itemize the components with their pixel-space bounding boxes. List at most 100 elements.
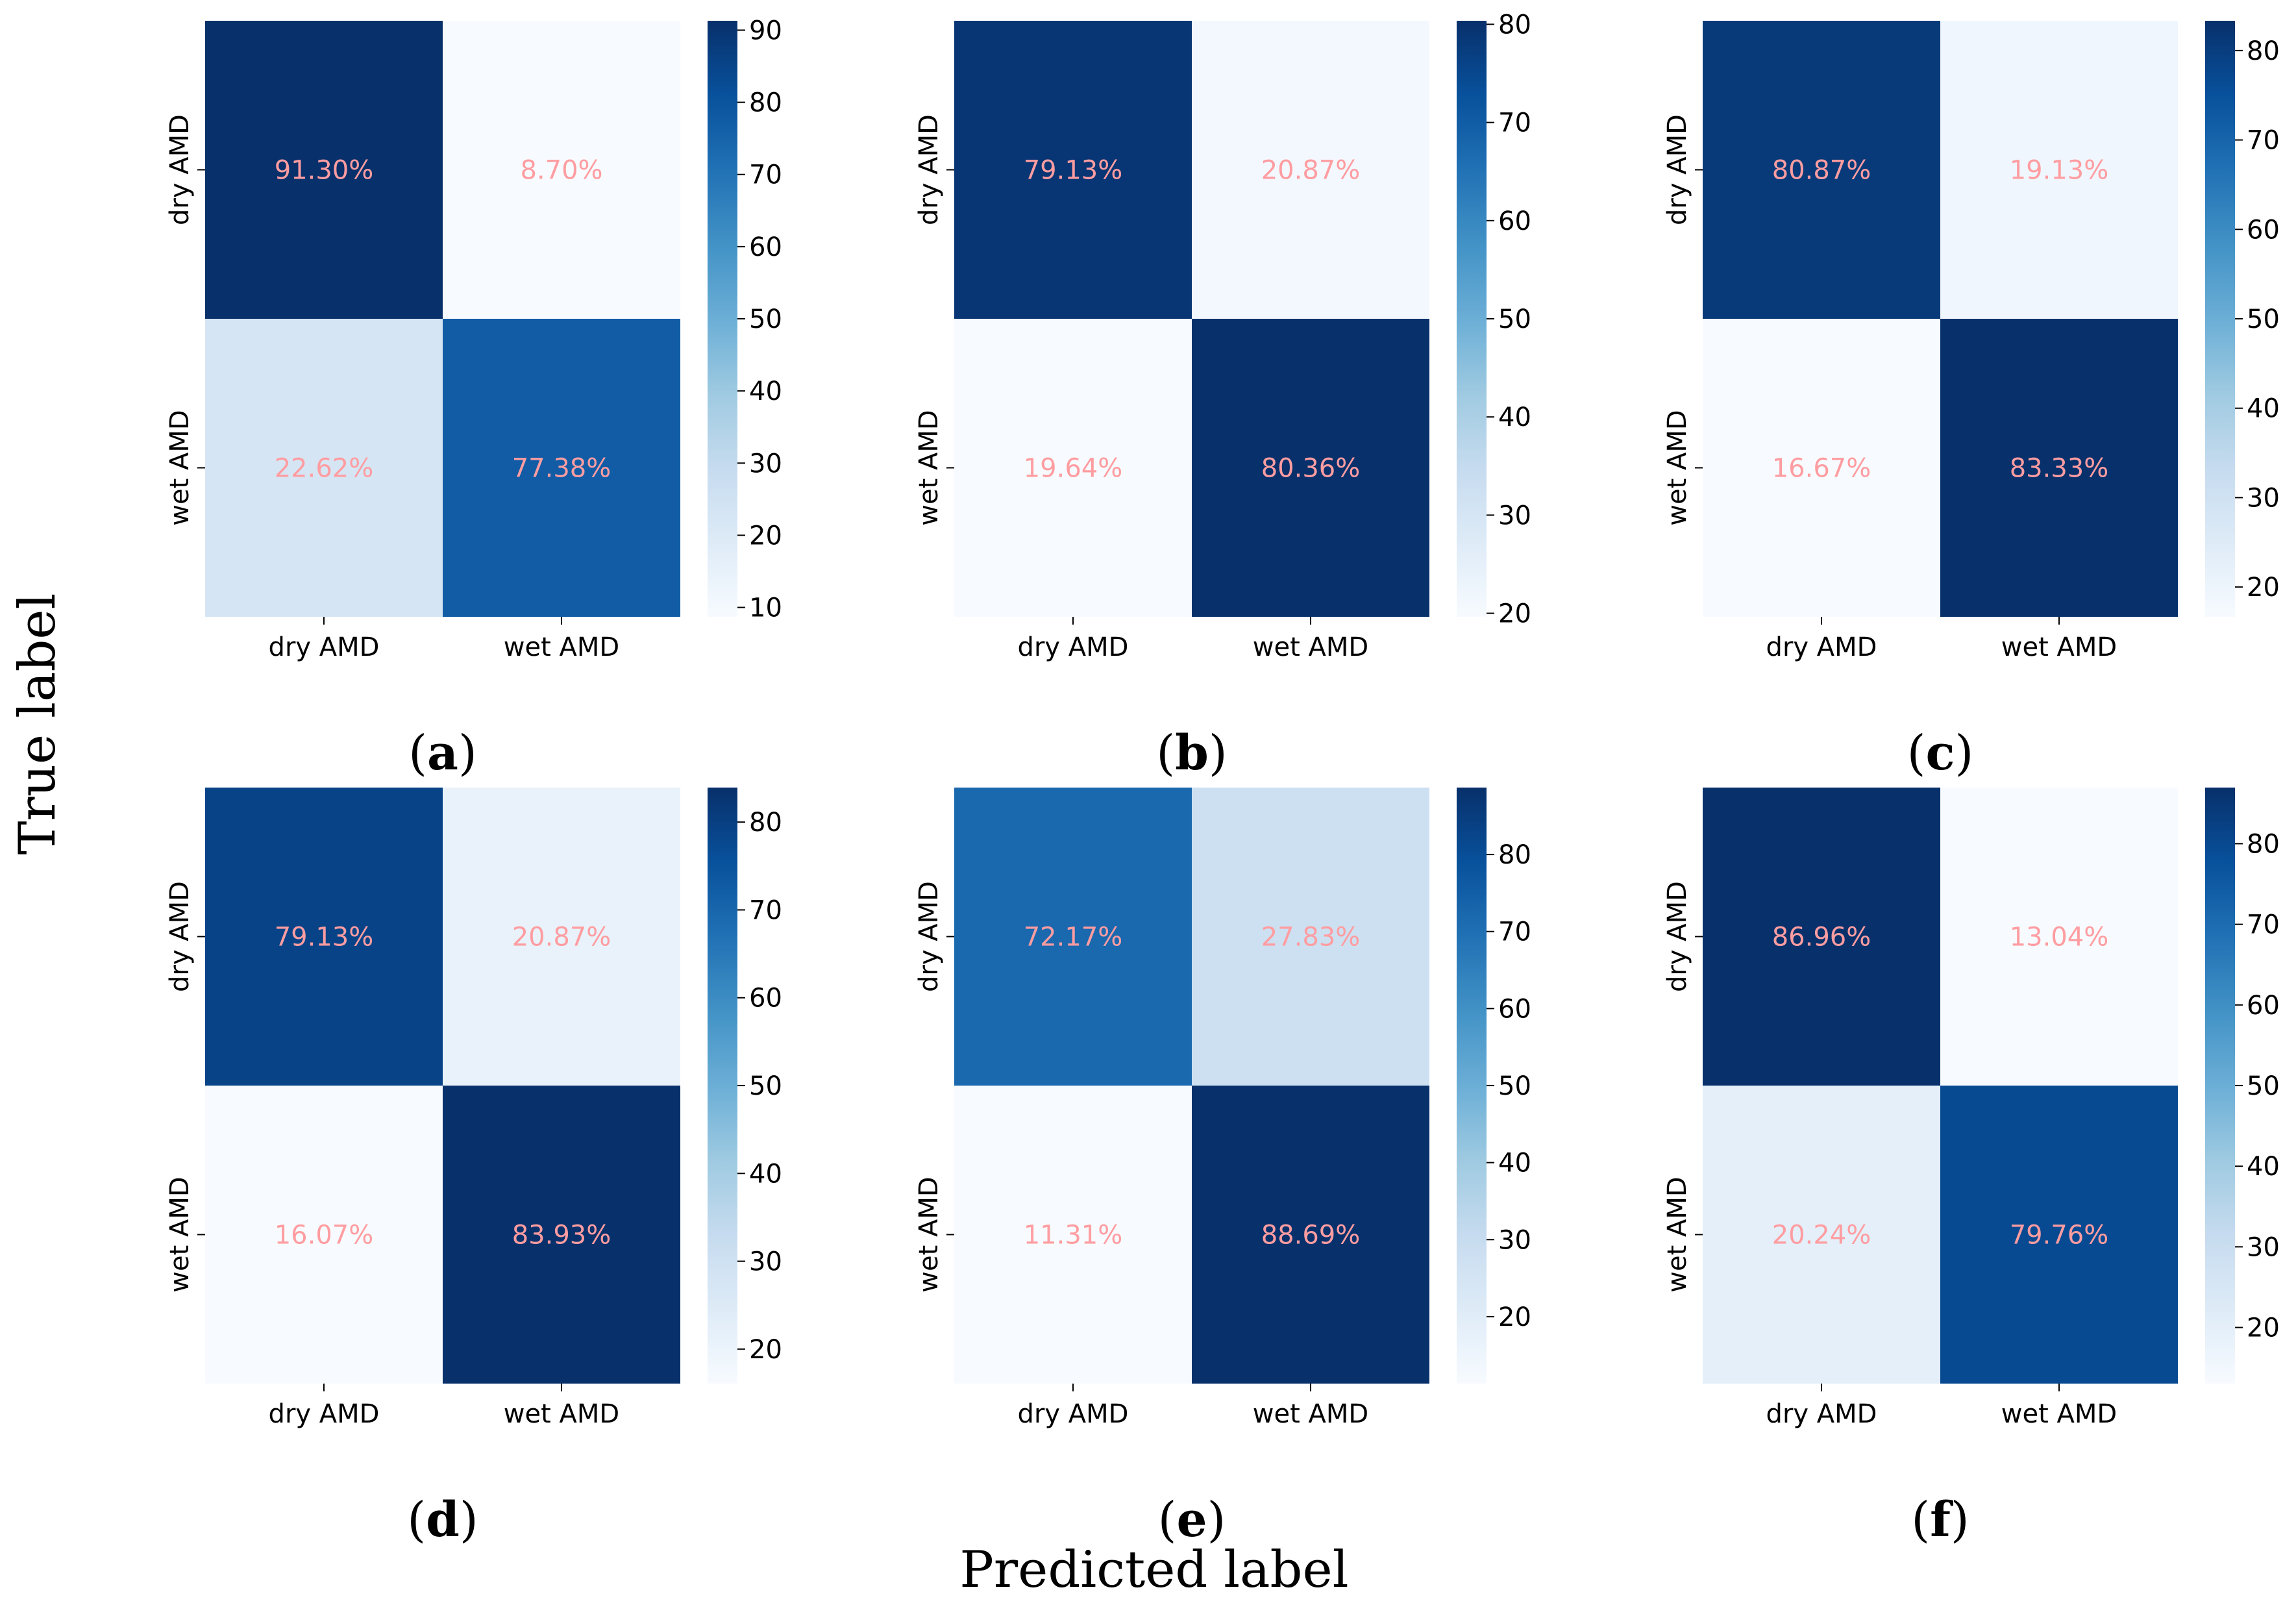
colorbar xyxy=(708,788,737,1384)
x-tick-label: wet AMD xyxy=(1253,632,1368,662)
heatmap-cell xyxy=(954,21,1192,319)
heatmap-cell xyxy=(443,319,680,617)
colorbar-tick-label: 80 xyxy=(749,808,782,838)
colorbar-tick-label: 80 xyxy=(749,88,782,118)
heatmap-cell xyxy=(954,788,1192,1086)
cell-annotation: 80.36% xyxy=(1261,454,1361,484)
x-tick-label: dry AMD xyxy=(1766,1399,1877,1429)
panel-label: (d) xyxy=(407,1492,478,1548)
x-tick-label: dry AMD xyxy=(269,632,380,662)
x-tick-label: wet AMD xyxy=(504,632,619,662)
heatmap-cell xyxy=(205,1086,443,1384)
y-tick-label: wet AMD xyxy=(165,1176,195,1292)
y-tick-label: dry AMD xyxy=(165,881,195,992)
cell-annotation: 20.87% xyxy=(512,923,611,952)
cell-annotation: 19.64% xyxy=(1024,454,1123,484)
y-tick-label: dry AMD xyxy=(914,114,944,225)
panels: 91.30% 8.70% 22.62% 77.38% dry AMD wet AMD dry… xyxy=(165,10,2280,1548)
figure-xlabel: Predicted label xyxy=(959,1541,1348,1599)
heatmap-cell xyxy=(954,1086,1192,1384)
x-tick-label: dry AMD xyxy=(269,1399,380,1429)
colorbar-tick-label: 70 xyxy=(1498,917,1531,947)
cell-annotation: 20.87% xyxy=(1261,156,1361,186)
heatmap-cell xyxy=(443,788,680,1086)
cell-annotation: 88.69% xyxy=(1261,1221,1361,1250)
colorbar-tick-label: 50 xyxy=(2247,1071,2280,1101)
heatmap-cell xyxy=(443,1086,680,1384)
cell-annotation: 19.13% xyxy=(2010,156,2109,186)
colorbar-tick-label: 40 xyxy=(749,1159,782,1189)
cell-annotation: 8.70% xyxy=(520,156,602,186)
x-tick-label: wet AMD xyxy=(2001,1399,2117,1429)
colorbar-tick-label: 40 xyxy=(2247,1152,2280,1182)
colorbar-tick-label: 70 xyxy=(1498,108,1531,138)
cell-annotation: 79.13% xyxy=(275,923,374,952)
colorbar xyxy=(708,21,737,617)
heatmap-cell xyxy=(1940,319,2178,617)
y-tick-label: wet AMD xyxy=(165,410,195,525)
colorbar-tick-label: 50 xyxy=(749,1071,782,1101)
colorbar xyxy=(2205,21,2235,617)
colorbar xyxy=(1457,788,1487,1384)
colorbar-tick-label: 70 xyxy=(749,895,782,925)
cell-annotation: 77.38% xyxy=(512,454,611,484)
cell-annotation: 79.76% xyxy=(2010,1221,2109,1250)
heatmap-cell xyxy=(1940,21,2178,319)
cell-annotation: 91.30% xyxy=(275,156,374,186)
panel-label: (c) xyxy=(1907,725,1974,781)
heatmap-cell xyxy=(1940,788,2178,1086)
heatmap-cell xyxy=(1192,788,1429,1086)
heatmap-panel-c: 80.87% 19.13% 16.67% 83.33% dry AMD wet AMD dr… xyxy=(1662,21,2280,781)
panel-label: (a) xyxy=(408,725,477,781)
cell-annotation: 13.04% xyxy=(2010,923,2109,952)
heatmap-panel-a: 91.30% 8.70% 22.62% 77.38% dry AMD wet AMD dry… xyxy=(165,16,782,781)
colorbar-tick-label: 60 xyxy=(749,232,782,262)
heatmap-cell xyxy=(1703,21,1940,319)
x-tick-label: wet AMD xyxy=(1253,1399,1368,1429)
x-tick-label: dry AMD xyxy=(1018,632,1129,662)
heatmap-cell xyxy=(1192,21,1429,319)
heatmap-cell xyxy=(1192,319,1429,617)
colorbar-tick-label: 50 xyxy=(2247,305,2280,334)
cell-annotation: 16.07% xyxy=(275,1221,374,1250)
heatmap-cell xyxy=(1703,1086,1940,1384)
cell-annotation: 20.24% xyxy=(1772,1221,1871,1250)
cell-annotation: 11.31% xyxy=(1024,1221,1123,1250)
colorbar-tick-label: 70 xyxy=(2247,910,2280,940)
colorbar-tick-label: 30 xyxy=(1498,501,1531,530)
y-tick-label: dry AMD xyxy=(1662,114,1692,225)
colorbar-tick-label: 20 xyxy=(1498,1302,1531,1332)
figure-ylabel: True label xyxy=(8,593,67,855)
colorbar-tick-label: 20 xyxy=(2247,1313,2280,1343)
panel-label: (f) xyxy=(1911,1492,1969,1548)
heatmap-cell xyxy=(1940,1086,2178,1384)
colorbar-tick-label: 70 xyxy=(2247,126,2280,156)
colorbar-tick-label: 20 xyxy=(1498,599,1531,629)
x-tick-label: wet AMD xyxy=(2001,632,2117,662)
colorbar xyxy=(2205,788,2235,1384)
cell-annotation: 72.17% xyxy=(1024,923,1123,952)
y-tick-label: dry AMD xyxy=(1662,881,1692,992)
panel-label: (b) xyxy=(1156,725,1228,781)
cell-annotation: 16.67% xyxy=(1772,454,1871,484)
colorbar-tick-label: 10 xyxy=(749,593,782,623)
cell-annotation: 22.62% xyxy=(275,454,374,484)
cell-annotation: 80.87% xyxy=(1772,156,1871,186)
heatmap-cell xyxy=(205,319,443,617)
colorbar-tick-label: 30 xyxy=(2247,1232,2280,1262)
panel-label: (e) xyxy=(1158,1492,1226,1548)
colorbar-tick-label: 60 xyxy=(2247,215,2280,245)
cell-annotation: 27.83% xyxy=(1261,923,1361,952)
colorbar-tick-label: 40 xyxy=(1498,403,1531,432)
heatmap-cell xyxy=(1192,1086,1429,1384)
y-tick-label: wet AMD xyxy=(1662,410,1692,525)
x-tick-label: dry AMD xyxy=(1018,1399,1129,1429)
colorbar-tick-label: 90 xyxy=(749,16,782,45)
x-tick-label: wet AMD xyxy=(504,1399,619,1429)
colorbar-tick-label: 30 xyxy=(1498,1225,1531,1255)
colorbar-tick-label: 20 xyxy=(2247,573,2280,603)
colorbar-tick-label: 60 xyxy=(749,984,782,1014)
cell-annotation: 83.33% xyxy=(2010,454,2109,484)
y-tick-label: dry AMD xyxy=(914,881,944,992)
